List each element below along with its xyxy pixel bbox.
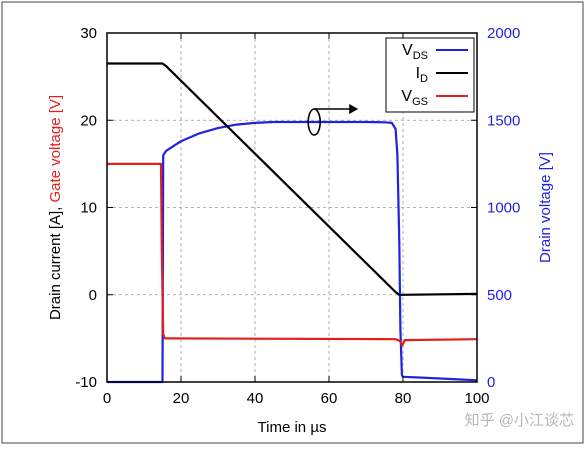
y-left-label-part: Drain current [A], — [47, 207, 64, 320]
y-left-tick-label: 30 — [80, 25, 97, 42]
x-tick-label: 0 — [103, 390, 111, 407]
y-right-axis-label: Drain voltage [V] — [537, 152, 554, 263]
y-right-tick-label: 2000 — [487, 25, 520, 42]
x-tick-label: 20 — [173, 390, 190, 407]
y-right-tick-label: 0 — [487, 374, 495, 391]
id-series-line — [107, 62, 478, 296]
axis-ticks: 0 20 40 60 80 100 -10 0 10 20 30 0 500 1000 1500 2000 — [75, 25, 520, 407]
y-right-tick-label: 1000 — [487, 200, 520, 217]
y-left-tick-label: 20 — [80, 112, 97, 129]
y-left-tick-label: 10 — [80, 200, 97, 217]
y-right-tick-label: 1500 — [487, 112, 520, 129]
annotation-group — [307, 103, 359, 136]
x-tick-label: 40 — [247, 390, 264, 407]
x-tick-label: 80 — [395, 390, 412, 407]
legend-label: VDS — [402, 42, 428, 62]
y-right-tick-label: 500 — [487, 287, 512, 304]
y-left-label-part: Gate voltage [V] — [47, 95, 64, 207]
annotation-arrow-head — [349, 103, 359, 114]
x-tick-label: 100 — [464, 390, 489, 407]
vgs-series-line — [107, 162, 478, 347]
watermark-text: 知乎 @小江谈芯 — [465, 412, 574, 429]
legend: VDS ID VGS — [385, 37, 475, 113]
grid-lines — [107, 33, 477, 382]
legend-label: ID — [416, 65, 428, 85]
x-tick-label: 60 — [321, 390, 338, 407]
y-left-tick-label: 0 — [89, 287, 97, 304]
x-axis-label: Time in µs — [258, 419, 327, 436]
y-left-axis-label: Drain current [A], Gate voltage [V] — [47, 95, 64, 320]
y-left-tick-label: -10 — [75, 374, 97, 391]
legend-label: VGS — [401, 88, 428, 108]
